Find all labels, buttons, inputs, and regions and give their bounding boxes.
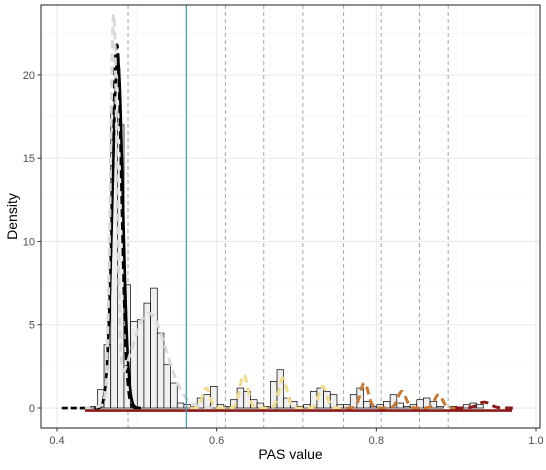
histogram-bar <box>150 287 158 409</box>
histogram-bar <box>176 402 185 409</box>
y-tick-label: 20 <box>23 70 35 82</box>
density-curve-3 <box>68 12 229 410</box>
y-tick-label: 5 <box>29 320 35 332</box>
histogram-bar <box>163 364 171 409</box>
density-curves <box>68 12 515 410</box>
histogram-bar <box>143 302 151 409</box>
x-axis-title: PAS value <box>258 446 323 462</box>
y-tick-label: 0 <box>29 403 35 415</box>
baseline-segments <box>61 406 513 412</box>
y-axis-ticks: 0 5 10 15 20 <box>23 70 41 415</box>
histogram-bar <box>363 401 371 409</box>
y-tick-label: 10 <box>23 236 35 248</box>
reference-dashed-lines <box>127 5 449 428</box>
y-tick-label: 15 <box>23 153 35 165</box>
histogram-bar <box>396 402 404 409</box>
x-tick-label: 0.4 <box>49 435 64 447</box>
histogram-bar <box>436 406 444 409</box>
x-tick-label: 0.8 <box>369 435 384 447</box>
density-curve-6 <box>454 400 515 410</box>
density-curve-2 <box>93 43 140 410</box>
histogram-bar <box>369 406 378 409</box>
panel-border <box>40 4 541 429</box>
grid <box>41 5 540 428</box>
x-tick-label: 0.6 <box>209 435 224 447</box>
x-axis-ticks: 0.4 0.6 0.8 1.0 <box>49 428 544 447</box>
histogram-bar <box>476 404 484 409</box>
x-tick-label: 1.0 <box>528 435 543 447</box>
density-curve-5 <box>345 381 458 410</box>
histogram-bar <box>156 332 165 409</box>
density-curve-4 <box>188 373 342 410</box>
histogram-bar <box>403 406 411 409</box>
histogram-bar <box>170 382 178 409</box>
y-axis-title: Density <box>4 193 20 240</box>
histogram-bar <box>183 404 191 409</box>
